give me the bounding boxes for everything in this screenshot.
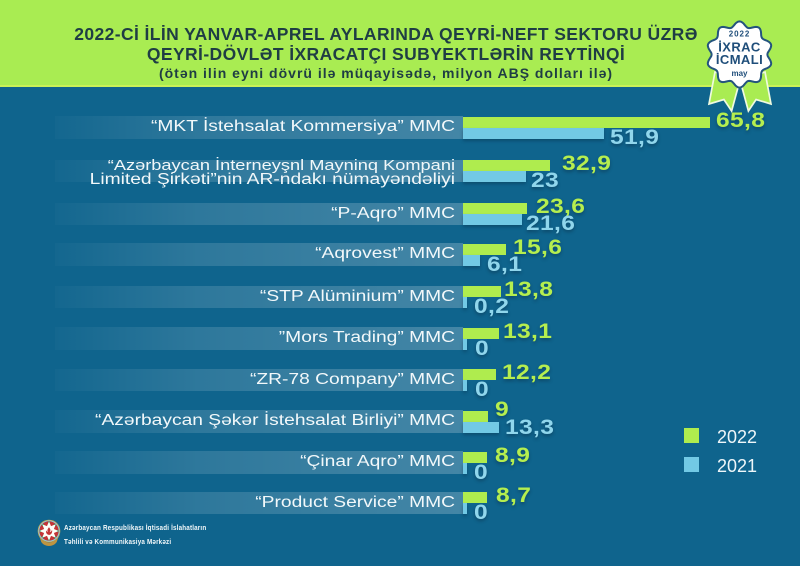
svg-text:İXRAC: İXRAC: [718, 40, 761, 55]
svg-text:İCMALI: İCMALI: [716, 52, 763, 67]
svg-text:2022: 2022: [729, 30, 750, 39]
svg-text:may: may: [731, 69, 748, 78]
